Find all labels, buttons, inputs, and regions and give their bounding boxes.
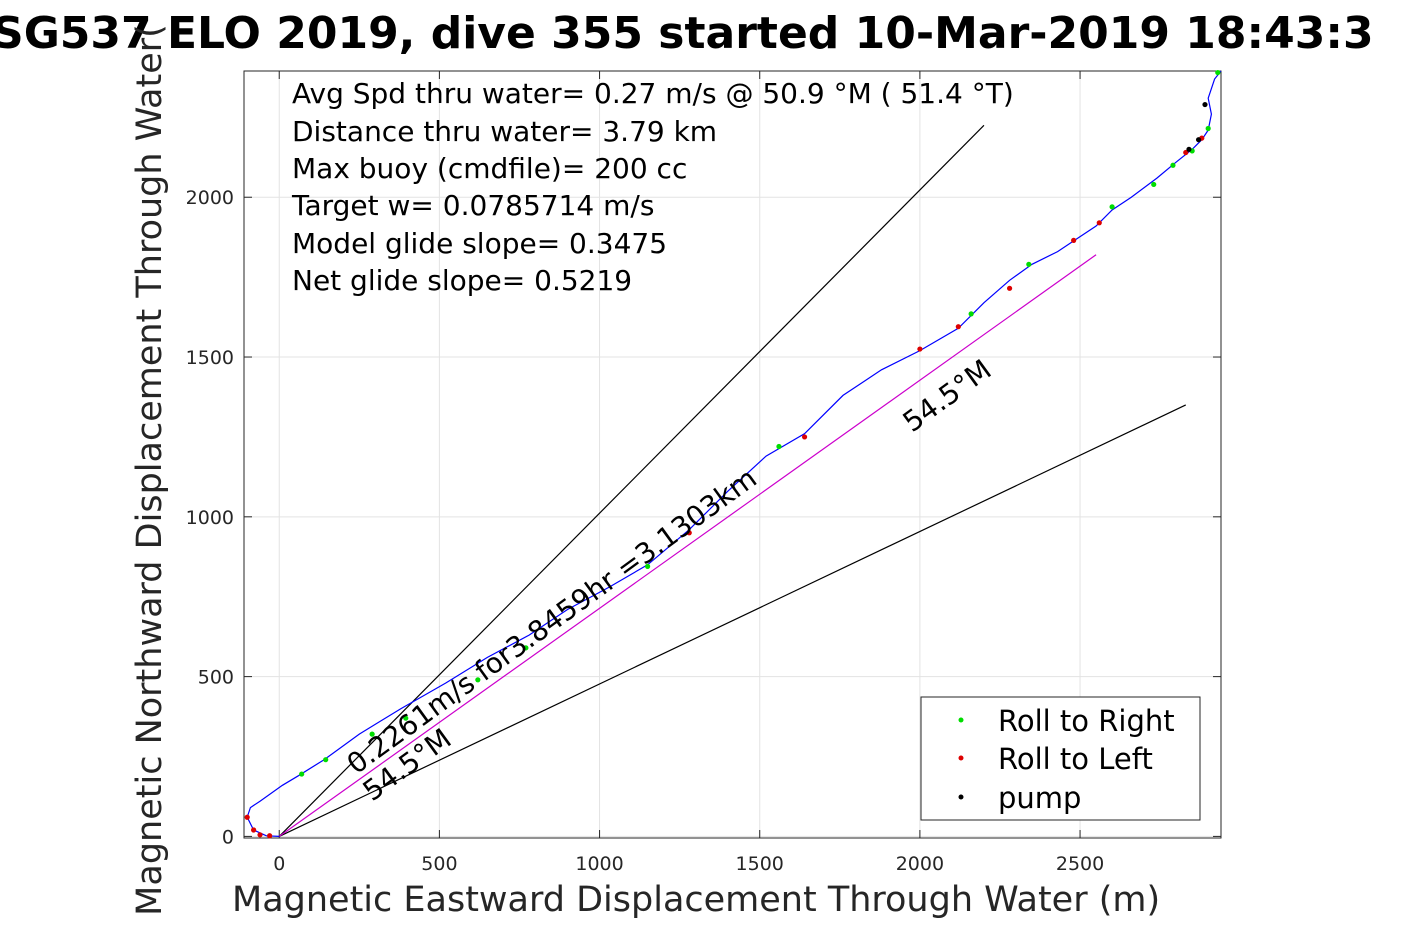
legend-marker-roll-right [958, 717, 964, 723]
roll-right-point [1170, 162, 1176, 168]
pump-point [1195, 137, 1202, 143]
roll-right-point [403, 715, 409, 721]
x-tick-label: 1500 [736, 853, 784, 875]
dive-track-line [246, 70, 1222, 837]
heading-label-upper: 54.5°M [897, 353, 998, 439]
roll-right-point [299, 771, 305, 777]
annotation-line: Target w= 0.0785714 m/s [291, 189, 654, 222]
lines-layer [246, 70, 1222, 837]
roll-left-point [251, 827, 257, 833]
heading-line [278, 124, 985, 837]
roll-right-point [523, 645, 529, 651]
y-tick-label: 0 [222, 826, 234, 848]
roll-right-point [776, 443, 782, 450]
axes-box [243, 70, 1222, 839]
roll-left-point [917, 346, 923, 352]
x-tick-label: 500 [421, 853, 457, 875]
roll-right-point [1026, 261, 1032, 267]
pump-point [1202, 101, 1208, 108]
annotation-line: Avg Spd thru water= 0.27 m/s @ 50.9 °M (… [292, 77, 1014, 110]
legend-marker-roll-left [958, 755, 964, 761]
roll-right-point [1215, 69, 1221, 76]
roll-right-point [1109, 204, 1115, 210]
legend-label-pump: pump [998, 781, 1081, 815]
roll-left-point [1096, 220, 1102, 226]
x-tick-label: 2000 [896, 853, 944, 875]
annotation-line: Net glide slope= 0.5219 [292, 264, 632, 297]
y-tick-label: 500 [198, 667, 234, 689]
roll-right-point [968, 311, 974, 317]
speed-distance-label: 0.2261m/s for3.8459hr =3.1303km [341, 461, 763, 780]
legend-label-roll-right: Roll to Right [998, 704, 1175, 738]
ticks-layer: 0 500 1000 1500 2000 2500 0 500 1000 1500 2000 [186, 71, 1221, 875]
roll-left-point [1183, 149, 1189, 156]
chart-title: SG537 ELO 2019, dive 355 started 10-Mar-… [0, 8, 1374, 59]
roll-left-point [257, 832, 263, 838]
y-tick-label: 1000 [186, 507, 234, 529]
legend-label-roll-left: Roll to Left [998, 742, 1153, 776]
points-layer [244, 69, 1221, 839]
annotation-line: Distance thru water= 3.79 km [292, 115, 717, 148]
annotation-block: Avg Spd thru water= 0.27 m/s @ 50.9 °M (… [291, 77, 1014, 297]
y-axis-label: Magnetic Northward Displacement Through … [130, 24, 170, 916]
roll-right-point [475, 677, 481, 683]
x-tick-label: 2500 [1056, 853, 1104, 875]
roll-left-point [267, 833, 273, 839]
annotation-line: Max buoy (cmdfile)= 200 cc [292, 152, 687, 185]
legend: Roll to Right Roll to Left pump [920, 696, 1201, 821]
x-tick-label: 0 [273, 853, 285, 875]
legend-box [920, 696, 1201, 821]
legend-marker-pump [958, 794, 964, 800]
pump-point [1186, 146, 1192, 152]
roll-left-point [1006, 285, 1013, 291]
roll-left-point [955, 324, 961, 330]
roll-left-point [244, 814, 250, 820]
y-tick-label: 2000 [186, 187, 234, 209]
annotation-line: Model glide slope= 0.3475 [292, 227, 667, 260]
roll-right-point [323, 757, 329, 763]
roll-right-point [1151, 181, 1157, 188]
heading-line [278, 404, 1187, 837]
model-track-line [278, 254, 1097, 837]
roll-right-point [645, 563, 651, 569]
roll-left-point [686, 530, 692, 536]
y-tick-label: 1500 [186, 347, 234, 369]
x-axis-label: Magnetic Eastward Displacement Through W… [232, 880, 1161, 920]
grid-layer [244, 71, 1221, 838]
roll-left-point [1071, 237, 1077, 243]
x-tick-label: 1000 [575, 853, 623, 875]
roll-right-point [1205, 125, 1211, 132]
roll-right-point [369, 731, 375, 737]
roll-left-point [801, 434, 808, 440]
